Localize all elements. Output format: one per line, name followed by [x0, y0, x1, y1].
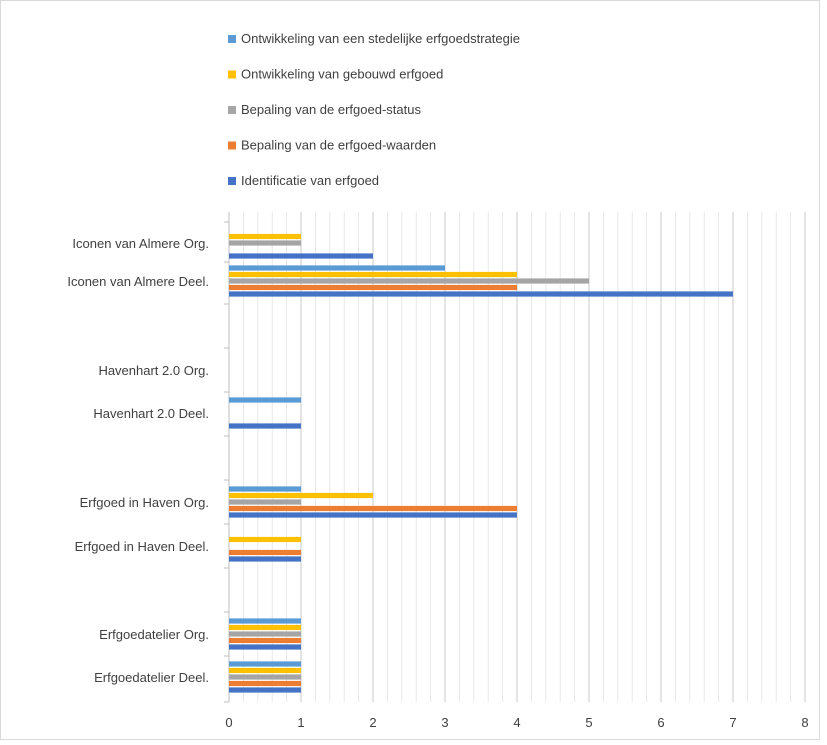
bar [229, 240, 301, 246]
bar [229, 687, 301, 693]
x-tick-label: 1 [297, 715, 304, 730]
bar [229, 278, 589, 284]
legend-swatch [228, 106, 236, 114]
bar [229, 505, 517, 512]
bar [229, 661, 301, 667]
x-tick-label: 6 [657, 715, 664, 730]
bar [229, 512, 517, 518]
category-label: Havenhart 2.0 Org. [98, 363, 209, 378]
x-tick-label: 7 [729, 715, 736, 730]
bar [229, 644, 301, 650]
bar [229, 624, 301, 631]
bar [229, 631, 301, 637]
bar [229, 556, 301, 562]
x-tick-label: 0 [225, 715, 232, 730]
legend-entry: Bepaling van de erfgoed-waarden [241, 138, 436, 153]
bar [229, 291, 733, 297]
legend-swatch [228, 70, 236, 79]
category-labels: Erfgoedatelier Deel. Erfgoedatelier Org. E… [67, 236, 209, 685]
x-tick-label: 4 [513, 715, 520, 730]
category-label: Iconen van Almere Org. [72, 236, 209, 251]
x-tick-label: 5 [585, 715, 592, 730]
category-label: Iconen van Almere Deel. [67, 274, 209, 289]
category-label: Erfgoedatelier Org. [99, 627, 209, 642]
legend: Ontwikkeling van een stedelijke erfgoeds… [228, 31, 520, 188]
bar [229, 284, 517, 291]
bar [229, 423, 301, 429]
bar [229, 637, 301, 644]
x-tick-label: 2 [369, 715, 376, 730]
bar [229, 549, 301, 556]
legend-entry: Identificatie van erfgoed [241, 173, 379, 188]
bar [229, 233, 301, 240]
bar [229, 618, 301, 624]
x-tick-labels: 0 1 2 3 4 5 6 7 8 [225, 715, 808, 730]
legend-entry: Bepaling van de erfgoed-status [241, 102, 421, 117]
bar [229, 536, 301, 543]
bar [229, 674, 301, 680]
bar [229, 486, 301, 492]
bar [229, 265, 445, 271]
category-label: Havenhart 2.0 Deel. [93, 406, 209, 421]
category-label: Erfgoed in Haven Org. [80, 495, 209, 510]
bar [229, 492, 373, 499]
bar [229, 499, 301, 505]
legend-entry: Ontwikkeling van een stedelijke erfgoeds… [241, 31, 520, 46]
legend-swatch [228, 177, 236, 185]
legend-swatch [228, 141, 236, 150]
bar [229, 253, 373, 259]
category-label: Erfgoedatelier Deel. [94, 670, 209, 685]
legend-swatch [228, 35, 236, 43]
category-label: Erfgoed in Haven Deel. [75, 539, 209, 554]
x-tick-label: 3 [441, 715, 448, 730]
bar [229, 680, 301, 687]
bar [229, 397, 301, 403]
bar [229, 271, 517, 278]
x-tick-label: 8 [801, 715, 808, 730]
bars [229, 233, 733, 693]
legend-entry: Ontwikkeling van gebouwd erfgoed [241, 67, 443, 82]
bar [229, 667, 301, 674]
